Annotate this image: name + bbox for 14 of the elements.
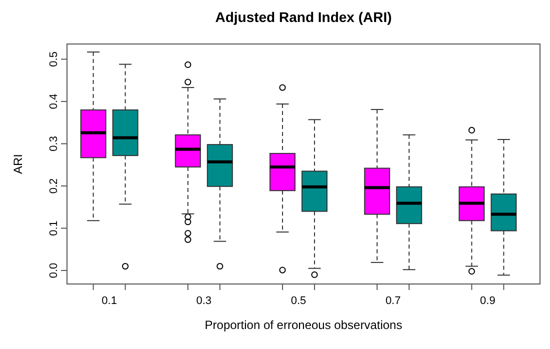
chart-title: Adjusted Rand Index (ARI) bbox=[215, 9, 392, 25]
x-tick-label: 0.9 bbox=[480, 295, 496, 307]
x-tick-label: 0.3 bbox=[196, 295, 212, 307]
y-tick-label: 0.5 bbox=[48, 52, 60, 67]
y-tick-label: 0.1 bbox=[48, 220, 60, 236]
y-axis-title: ARI bbox=[11, 154, 25, 174]
y-tick-label: 0.4 bbox=[48, 94, 60, 110]
x-tick-label: 0.1 bbox=[102, 295, 117, 307]
y-tick-label: 0.2 bbox=[48, 178, 60, 194]
y-tick-label: 0.0 bbox=[48, 262, 60, 278]
x-tick-label: 0.7 bbox=[385, 295, 401, 307]
y-tick-label: 0.3 bbox=[48, 136, 60, 152]
x-tick-label: 0.5 bbox=[290, 295, 306, 307]
x-axis-title: Proportion of erroneous observations bbox=[204, 318, 402, 332]
